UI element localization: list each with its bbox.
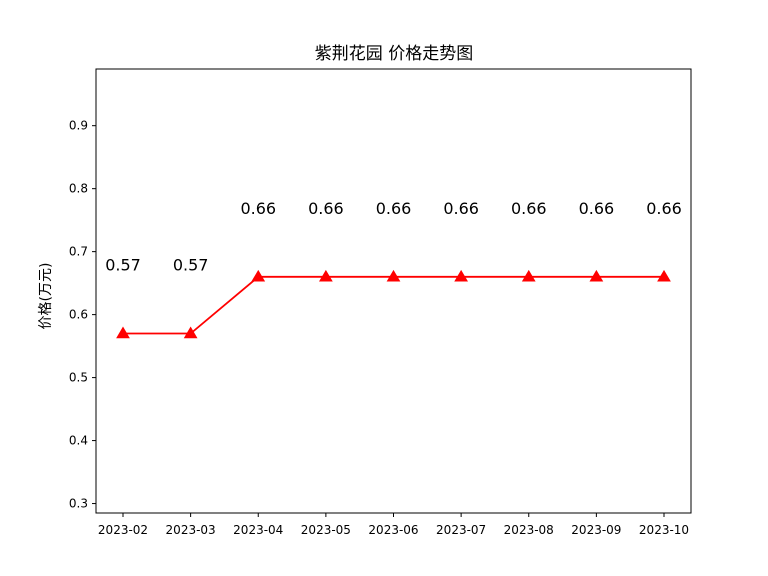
x-tick-label: 2023-06 xyxy=(368,523,418,537)
x-tick-label: 2023-04 xyxy=(233,523,283,537)
data-label: 0.66 xyxy=(579,199,615,218)
chart-title: 紫荆花园 价格走势图 xyxy=(315,44,473,64)
y-tick-label: 0.5 xyxy=(69,371,88,385)
x-tick-label: 2023-07 xyxy=(436,523,486,537)
y-tick-label: 0.7 xyxy=(69,245,88,259)
data-label: 0.57 xyxy=(173,256,209,275)
x-tick-label: 2023-05 xyxy=(301,523,351,537)
x-tick-label: 2023-03 xyxy=(166,523,216,537)
x-tick-label: 2023-02 xyxy=(98,523,148,537)
y-tick-label: 0.4 xyxy=(69,434,88,448)
data-point-marker xyxy=(116,326,130,339)
y-axis-ticks: 0.3 0.4 0.5 0.6 0.7 0.8 0.9 xyxy=(69,119,96,511)
y-tick-label: 0.9 xyxy=(69,119,88,133)
data-label: 0.66 xyxy=(376,199,412,218)
data-label: 0.66 xyxy=(511,199,547,218)
y-axis-label: 价格(万元) xyxy=(38,263,54,330)
data-label: 0.66 xyxy=(308,199,344,218)
y-tick-label: 0.6 xyxy=(69,308,88,322)
data-label: 0.57 xyxy=(105,256,141,275)
x-axis-ticks: 2023-02 2023-03 2023-04 2023-05 2023-06 2023-… xyxy=(98,513,689,537)
series-line xyxy=(123,275,664,335)
data-point-marker xyxy=(319,269,333,282)
data-point-marker xyxy=(183,326,198,339)
series-group xyxy=(116,269,671,339)
y-tick-label: 0.3 xyxy=(69,497,88,511)
data-point-marker xyxy=(251,269,266,282)
data-point-marker xyxy=(589,269,604,282)
data-label: 0.66 xyxy=(240,199,276,218)
data-point-marker xyxy=(386,269,401,282)
x-tick-label: 2023-10 xyxy=(639,523,689,537)
data-labels: 0.57 0.57 0.66 0.66 0.66 0.66 0.66 0.66 0.66 xyxy=(105,199,682,275)
data-point-marker xyxy=(657,269,671,282)
x-tick-label: 2023-08 xyxy=(504,523,554,537)
x-tick-label: 2023-09 xyxy=(571,523,621,537)
data-point-marker xyxy=(521,269,536,282)
data-label: 0.66 xyxy=(443,199,479,218)
data-point-marker xyxy=(454,269,468,282)
data-label: 0.66 xyxy=(646,199,682,218)
plot-area-frame xyxy=(95,68,692,514)
y-tick-label: 0.8 xyxy=(69,182,88,196)
